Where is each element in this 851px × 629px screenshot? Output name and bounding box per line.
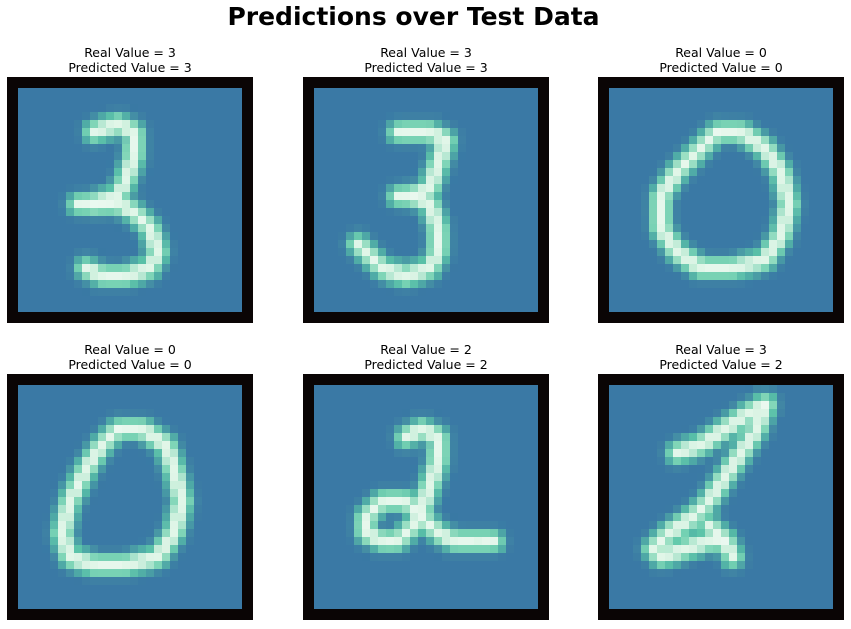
prediction-panel-1: Real Value = 3 Predicted Value = 3 [7, 45, 253, 323]
panel-caption: Real Value = 3 Predicted Value = 3 [303, 45, 549, 77]
panel-caption: Real Value = 3 Predicted Value = 2 [598, 342, 844, 374]
real-value-label: Real Value = 2 [380, 342, 472, 357]
digit-image [609, 385, 833, 609]
predicted-value-label: Predicted Value = 2 [364, 357, 488, 372]
figure-title: Predictions over Test Data [227, 2, 600, 31]
digit-image [609, 88, 833, 312]
real-value-label: Real Value = 3 [380, 45, 472, 60]
prediction-panel-6: Real Value = 3 Predicted Value = 2 [598, 342, 844, 620]
real-value-label: Real Value = 3 [675, 342, 767, 357]
predicted-value-label: Predicted Value = 3 [364, 60, 488, 75]
predicted-value-label: Predicted Value = 0 [659, 60, 783, 75]
digit-image-frame [303, 374, 549, 620]
digit-image [18, 385, 242, 609]
panel-caption: Real Value = 0 Predicted Value = 0 [7, 342, 253, 374]
predicted-value-label: Predicted Value = 3 [68, 60, 192, 75]
panel-caption: Real Value = 0 Predicted Value = 0 [598, 45, 844, 77]
real-value-label: Real Value = 0 [675, 45, 767, 60]
digit-image-frame [303, 77, 549, 323]
digit-image-frame [7, 374, 253, 620]
digit-image [314, 88, 538, 312]
prediction-panel-4: Real Value = 0 Predicted Value = 0 [7, 342, 253, 620]
predicted-value-label: Predicted Value = 2 [659, 357, 783, 372]
panel-caption: Real Value = 2 Predicted Value = 2 [303, 342, 549, 374]
prediction-panel-2: Real Value = 3 Predicted Value = 3 [303, 45, 549, 323]
real-value-label: Real Value = 3 [84, 45, 176, 60]
prediction-panel-3: Real Value = 0 Predicted Value = 0 [598, 45, 844, 323]
digit-image-frame [7, 77, 253, 323]
prediction-panel-5: Real Value = 2 Predicted Value = 2 [303, 342, 549, 620]
digit-image [314, 385, 538, 609]
predicted-value-label: Predicted Value = 0 [68, 357, 192, 372]
real-value-label: Real Value = 0 [84, 342, 176, 357]
digit-image-frame [598, 77, 844, 323]
digit-image [18, 88, 242, 312]
digit-image-frame [598, 374, 844, 620]
panel-caption: Real Value = 3 Predicted Value = 3 [7, 45, 253, 77]
